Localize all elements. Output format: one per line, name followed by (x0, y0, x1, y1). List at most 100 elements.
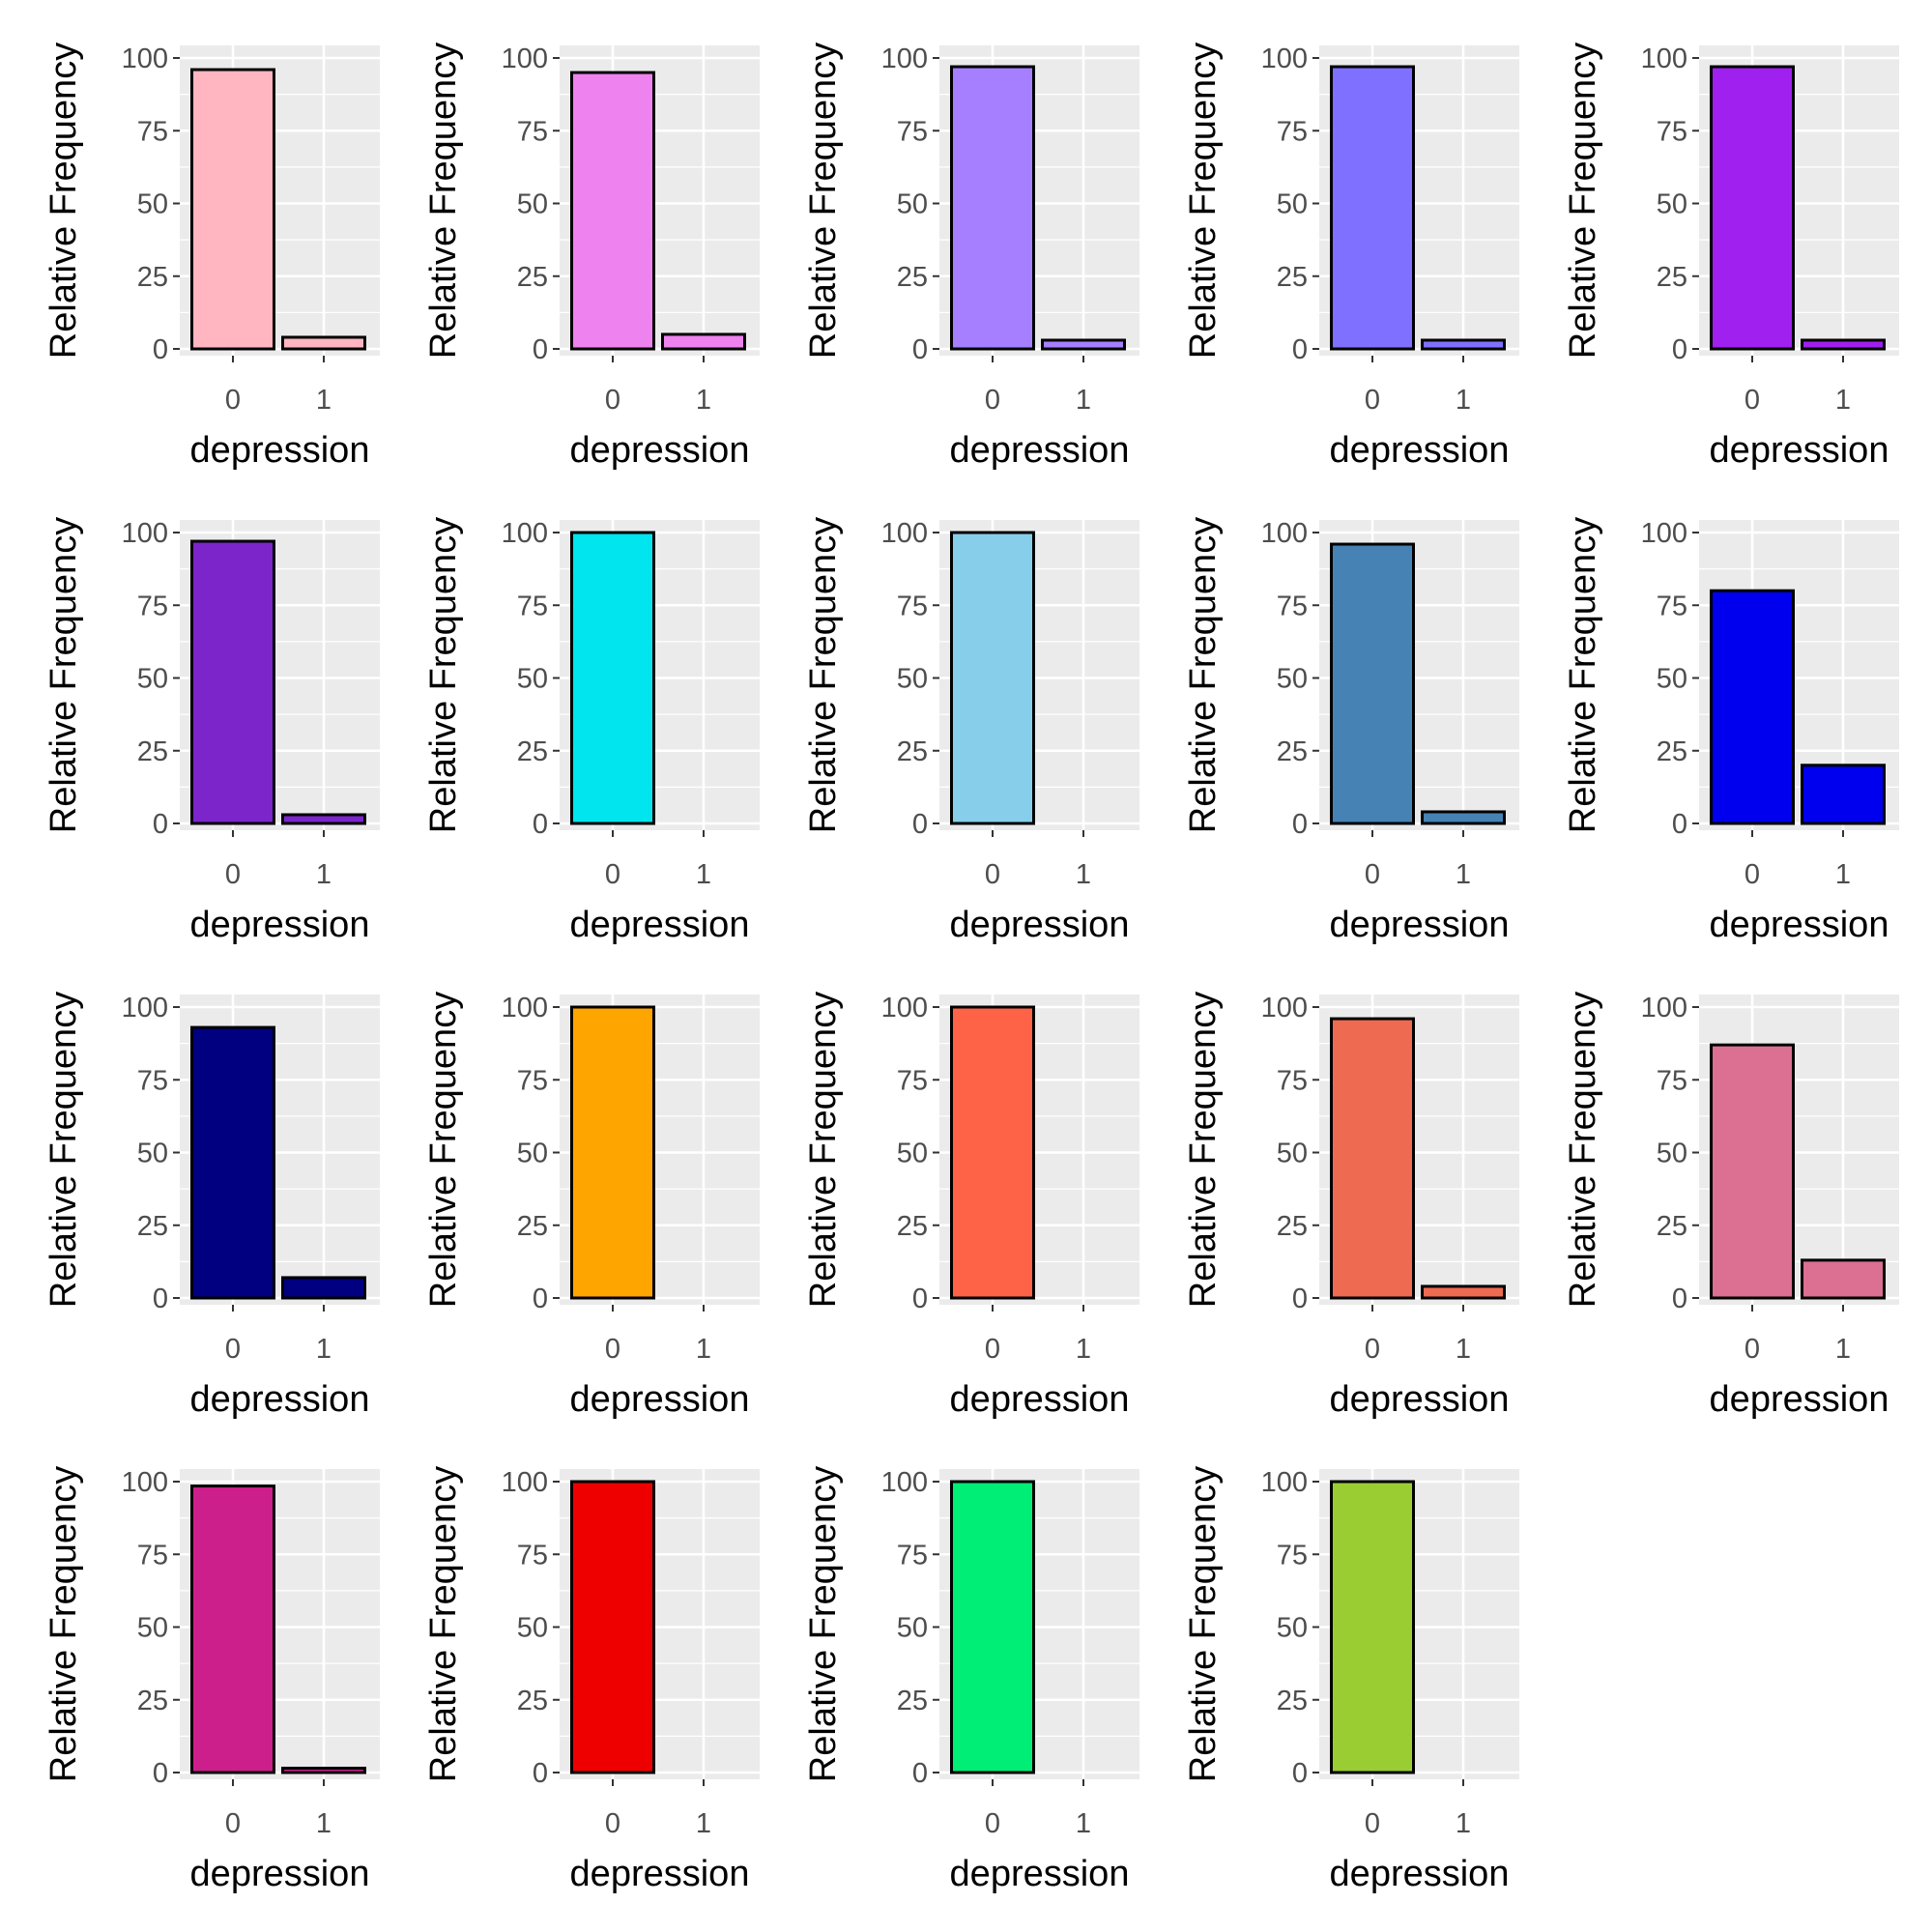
bar (190, 1025, 275, 1300)
y-tick-label: 75 (1277, 591, 1308, 621)
bar (1421, 338, 1506, 351)
y-tick-label: 25 (897, 736, 928, 767)
bar (1801, 764, 1886, 825)
y-tick-label: 0 (912, 334, 928, 365)
y-tick-label: 25 (1277, 1211, 1308, 1242)
y-tick-label: 50 (517, 1139, 548, 1169)
bar (1330, 1017, 1415, 1300)
y-tick-label: 75 (137, 1065, 168, 1096)
y-tick-label: 75 (897, 1065, 928, 1096)
bar (570, 1480, 655, 1774)
bar (570, 71, 655, 351)
bar (1330, 65, 1415, 351)
x-axis-title: depression (1710, 1379, 1889, 1420)
x-tick-label: 1 (1835, 1334, 1851, 1365)
y-tick-label: 25 (517, 1211, 548, 1242)
x-axis-title: depression (190, 1854, 370, 1894)
y-tick-label: 100 (122, 993, 168, 1024)
bar (281, 1766, 366, 1774)
x-tick-label: 1 (696, 859, 711, 890)
chart-panel: 0 25 50 75 100 0 1 depression Relative Frequency (803, 43, 1139, 471)
y-tick-label: 75 (517, 1540, 548, 1571)
y-tick-label: 100 (881, 1467, 928, 1498)
y-tick-label: 25 (897, 1211, 928, 1242)
x-tick-label: 1 (696, 1334, 711, 1365)
y-axis-title: Relative Frequency (423, 43, 464, 359)
y-tick-label: 50 (517, 1613, 548, 1644)
y-tick-label: 50 (897, 189, 928, 220)
y-tick-label: 25 (1657, 736, 1687, 767)
bar (1801, 338, 1886, 351)
y-tick-label: 50 (1657, 189, 1687, 220)
x-axis-title: depression (190, 430, 370, 471)
chart-panel: 0 25 50 75 100 0 1 depression Relative Frequency (1183, 43, 1519, 471)
x-tick-label: 1 (316, 859, 332, 890)
y-tick-label: 100 (1641, 993, 1687, 1024)
x-tick-label: 1 (1076, 1808, 1091, 1839)
x-tick-label: 0 (985, 1334, 1000, 1365)
x-tick-label: 0 (985, 859, 1000, 890)
x-axis-title: depression (1330, 1379, 1510, 1420)
x-axis-title: depression (1330, 905, 1510, 945)
y-tick-label: 50 (137, 189, 168, 220)
y-tick-label: 75 (1277, 1540, 1308, 1571)
bar (661, 332, 746, 351)
bar (281, 335, 366, 351)
y-tick-label: 75 (517, 1065, 548, 1096)
x-axis-title: depression (1710, 430, 1889, 471)
y-tick-label: 0 (153, 1283, 168, 1314)
y-tick-label: 25 (137, 1686, 168, 1716)
y-tick-label: 25 (517, 262, 548, 293)
y-tick-label: 0 (533, 809, 548, 840)
y-tick-label: 50 (137, 1613, 168, 1644)
x-tick-label: 0 (1365, 1334, 1380, 1365)
y-tick-label: 0 (912, 1758, 928, 1789)
y-tick-label: 0 (1292, 1758, 1308, 1789)
y-tick-label: 25 (1657, 1211, 1687, 1242)
y-axis-title: Relative Frequency (803, 517, 844, 833)
y-tick-label: 75 (897, 116, 928, 147)
x-axis-title: depression (950, 1854, 1130, 1894)
x-axis-title: depression (570, 905, 750, 945)
y-tick-label: 0 (1292, 334, 1308, 365)
y-tick-label: 50 (137, 664, 168, 695)
y-tick-label: 50 (517, 664, 548, 695)
y-tick-label: 25 (137, 736, 168, 767)
x-tick-label: 1 (696, 385, 711, 416)
y-tick-label: 100 (1641, 43, 1687, 74)
y-tick-label: 100 (122, 43, 168, 74)
bar (1041, 338, 1126, 351)
x-tick-label: 1 (1076, 859, 1091, 890)
x-tick-label: 1 (316, 385, 332, 416)
x-tick-label: 1 (1835, 385, 1851, 416)
y-axis-title: Relative Frequency (43, 992, 84, 1308)
x-tick-label: 0 (1745, 859, 1760, 890)
y-tick-label: 50 (897, 664, 928, 695)
y-tick-label: 25 (137, 1211, 168, 1242)
y-axis-title: Relative Frequency (43, 43, 84, 359)
y-axis-title: Relative Frequency (1183, 1466, 1224, 1782)
y-tick-label: 100 (502, 43, 548, 74)
x-tick-label: 1 (1456, 385, 1471, 416)
y-tick-label: 75 (1277, 116, 1308, 147)
y-tick-label: 75 (517, 116, 548, 147)
x-tick-label: 0 (1365, 1808, 1380, 1839)
y-tick-label: 100 (502, 993, 548, 1024)
chart-panel: 0 25 50 75 100 0 1 depression Relative Frequency (1183, 517, 1519, 945)
bar (1710, 1043, 1795, 1300)
x-axis-title: depression (570, 1854, 750, 1894)
y-tick-label: 50 (1277, 1139, 1308, 1169)
y-tick-label: 50 (897, 1139, 928, 1169)
chart-panel: 0 25 50 75 100 0 1 depression Relative Frequency (43, 517, 380, 945)
x-tick-label: 0 (225, 385, 241, 416)
bar (950, 531, 1035, 825)
y-tick-label: 100 (1641, 518, 1687, 549)
y-tick-label: 100 (502, 518, 548, 549)
bar (1801, 1258, 1886, 1300)
chart-panel: 0 25 50 75 100 0 1 depression Relative Frequency (43, 992, 380, 1420)
x-tick-label: 0 (1745, 1334, 1760, 1365)
y-tick-label: 75 (137, 591, 168, 621)
chart-panel: 0 25 50 75 100 0 1 depression Relative Frequency (1563, 517, 1899, 945)
x-axis-title: depression (1330, 1854, 1510, 1894)
